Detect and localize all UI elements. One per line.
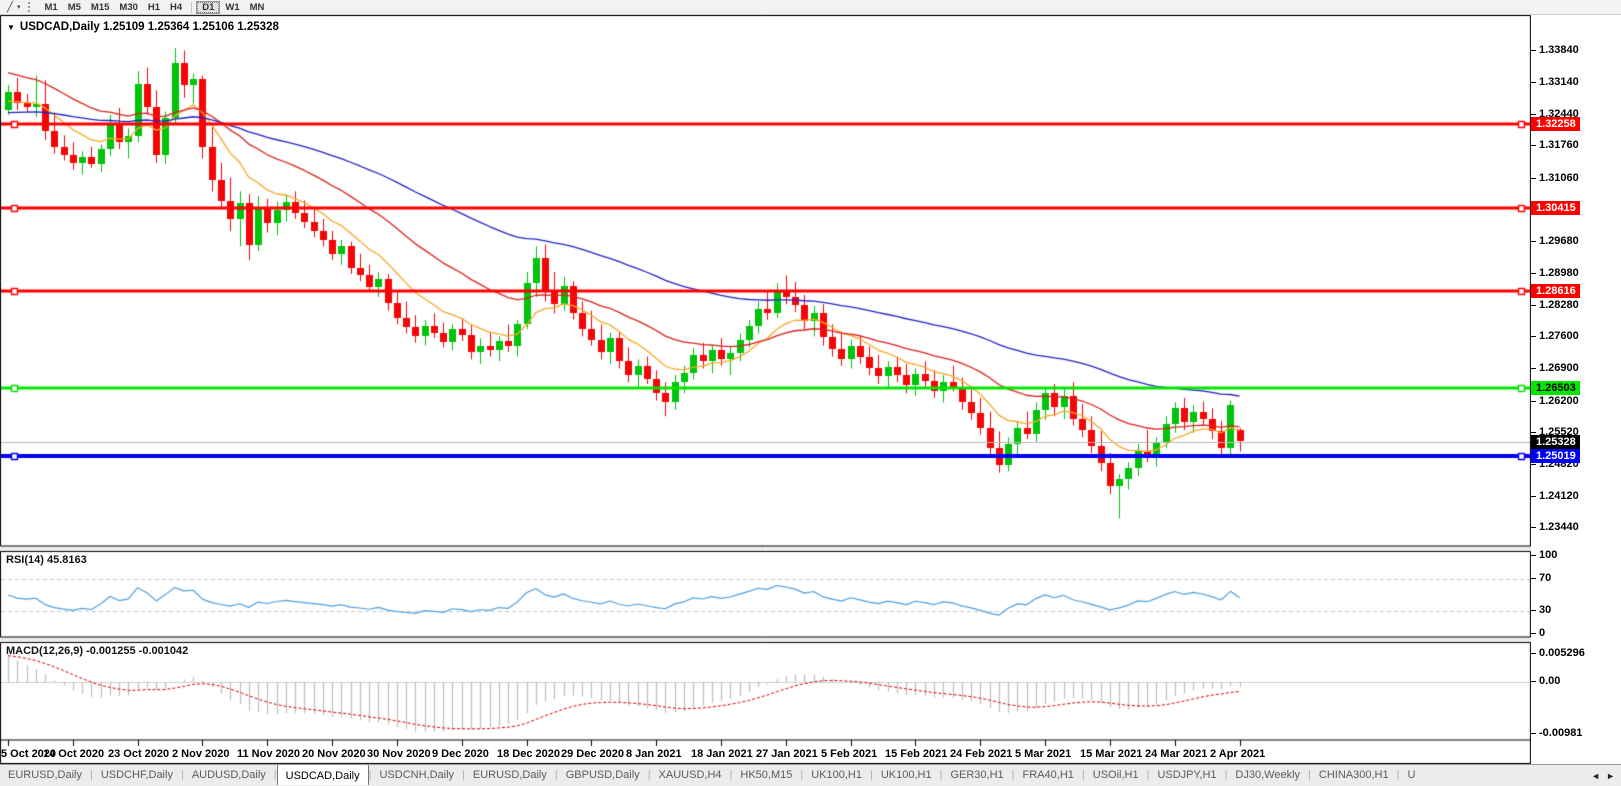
price-tick-label: 1.27600 [1531,330,1579,343]
timeframe-button-m1[interactable]: M1 [44,1,58,13]
price-line-label: 1.26503 [1531,381,1580,395]
price-line-label: 1.30415 [1531,201,1580,215]
date-tick-label: 5 Mar 2021 [1015,748,1072,760]
toolbar: ╱ ▾ M1 M5 M15 M30 H1 H4 D1 W1 MN [0,0,1621,15]
tool-dropdown-icon[interactable]: ▾ [17,4,21,11]
price-line-label: 1.25019 [1531,449,1580,463]
tab-scroll-buttons: ◄ ► [1587,765,1619,786]
timeframe-button-h4[interactable]: H4 [170,1,183,13]
price-tick-label: 1.26200 [1531,395,1579,408]
timeframe-button-m15[interactable]: M15 [90,1,110,13]
chart-title-text: USDCAD,Daily 1.25109 1.25364 1.25106 1.2… [19,21,279,33]
chart-tab-ger30-h1[interactable]: GER30,H1 [950,769,1004,781]
rsi-tick-label: 0 [1531,627,1545,640]
price-axis[interactable]: 1.33840 1.33140 1.32440 1.31760 1.31060 1.296… [1531,15,1621,764]
chart-tab-uk100-h1[interactable]: UK100,H1 [811,769,862,781]
date-tick-label: 30 Nov 2020 [367,748,431,760]
chart-tab-usdchf-daily[interactable]: USDCHF,Daily [100,769,173,781]
timeframe-buttons: M1 M5 M15 M30 H1 H4 D1 W1 MN [40,0,270,14]
date-tick-label: 27 Jan 2021 [756,748,818,760]
chart-tab-usdcnh-daily[interactable]: USDCNH,Daily [379,769,455,781]
rsi-indicator-label: RSI(14) 45.8163 [6,554,87,566]
date-tick-label: 20 Nov 2020 [302,748,366,760]
chart-tab-bar: EURUSD,Daily | USDCHF,Daily | AUDUSD,Daily | U… [0,764,1621,786]
chart-window: ▼ USDCAD,Daily 1.25109 1.25364 1.25106 1.… [0,15,1621,764]
chart-tab-china300-h1[interactable]: CHINA300,H1 [1318,769,1389,781]
trendline-tool-icon[interactable]: ╱ [6,1,14,13]
chart-tab-hk50-m15[interactable]: HK50,M15 [740,769,793,781]
date-tick-label: 24 Feb 2021 [950,748,1013,760]
chart-tab-u[interactable]: U [1407,769,1416,781]
macd-tick-label: -0.00981 [1531,727,1582,740]
price-tick-label: 1.26900 [1531,362,1579,375]
price-tick-label: 1.29680 [1531,235,1579,248]
date-tick-label: 14 Oct 2020 [43,748,105,760]
chart-tab-eurusd-daily[interactable]: EURUSD,Daily [8,769,82,781]
macd-indicator-label: MACD(12,26,9) -0.001255 -0.001042 [6,645,189,657]
date-tick-label: 15 Feb 2021 [885,748,948,760]
timeframe-button-w1[interactable]: W1 [225,1,240,13]
chart-tab-usdcad-daily[interactable]: USDCAD,Daily [276,765,369,785]
timeframe-button-d1[interactable]: D1 [196,0,221,14]
price-tick-label: 1.31060 [1531,172,1579,185]
price-tick-label: 1.31760 [1531,139,1579,152]
chart-dropdown-toggle-icon[interactable]: ▼ [7,23,15,32]
date-tick-label: 8 Jan 2021 [626,748,682,760]
price-tick-label: 1.28980 [1531,267,1579,280]
price-line-label: 1.25328 [1531,435,1580,449]
chart-tab-dj30-weekly[interactable]: DJ30,Weekly [1235,769,1301,781]
chart-canvas[interactable] [0,15,1531,764]
chart-tab-gbpusd-daily[interactable]: GBPUSD,Daily [565,769,640,781]
chart-tab-uk100-h1[interactable]: UK100,H1 [880,769,932,781]
macd-tick-label: 0.00 [1531,675,1560,688]
timeframe-button-mn[interactable]: MN [249,1,265,13]
date-tick-label: 24 Mar 2021 [1145,748,1208,760]
price-tick-label: 1.33140 [1531,76,1579,89]
tabs-scroll-left-icon[interactable]: ◄ [1591,770,1601,781]
chart-tab-usdjpy-h1[interactable]: USDJPY,H1 [1157,769,1217,781]
timeframe-button-h1[interactable]: H1 [147,1,161,13]
tabs-scroll-right-icon[interactable]: ► [1606,770,1615,781]
price-tick-label: 1.28280 [1531,299,1579,312]
price-line-label: 1.32258 [1531,117,1580,131]
timeframe-button-m5[interactable]: M5 [67,1,81,13]
toolbar-grip-handle[interactable] [27,2,33,12]
timeframe-button-m30[interactable]: M30 [119,1,138,13]
date-tick-label: 5 Feb 2021 [821,748,878,760]
price-line-label: 1.28616 [1531,284,1580,298]
date-tick-label: 15 Mar 2021 [1080,748,1143,760]
date-tick-label: 5 Oct 2020 [1,748,57,760]
date-tick-label: 11 Nov 2020 [237,748,300,760]
chart-tabs: EURUSD,Daily | USDCHF,Daily | AUDUSD,Daily | U… [0,765,1423,786]
chart-tab-xauusd-h4[interactable]: XAUUSD,H4 [658,769,722,781]
date-tick-label: 29 Dec 2020 [561,748,624,760]
macd-tick-label: 0.005296 [1531,647,1585,660]
rsi-tick-label: 70 [1531,572,1551,585]
chart-tab-audusd-daily[interactable]: AUDUSD,Daily [191,769,266,781]
date-axis[interactable]: 5 Oct 2020 14 Oct 2020 23 Oct 2020 2 Nov 20… [0,740,1531,764]
chart-title: ▼ USDCAD,Daily 1.25109 1.25364 1.25106 1.… [7,21,279,33]
date-tick-label: 2 Nov 2020 [172,748,230,760]
date-tick-label: 18 Jan 2021 [691,748,753,760]
chart-tab-eurusd-daily[interactable]: EURUSD,Daily [472,769,547,781]
rsi-tick-label: 30 [1531,604,1551,617]
date-tick-label: 2 Apr 2021 [1210,748,1266,760]
price-tick-label: 1.33840 [1531,44,1579,57]
date-tick-label: 18 Dec 2020 [497,748,560,760]
chart-tab-usoil-h1[interactable]: USOil,H1 [1092,769,1139,781]
date-tick-label: 23 Oct 2020 [108,748,170,760]
chart-tab-fra40-h1[interactable]: FRA40,H1 [1022,769,1074,781]
price-tick-label: 1.24120 [1531,490,1579,503]
rsi-tick-label: 100 [1531,549,1557,562]
price-tick-label: 1.23440 [1531,521,1579,534]
date-tick-label: 9 Dec 2020 [432,748,489,760]
